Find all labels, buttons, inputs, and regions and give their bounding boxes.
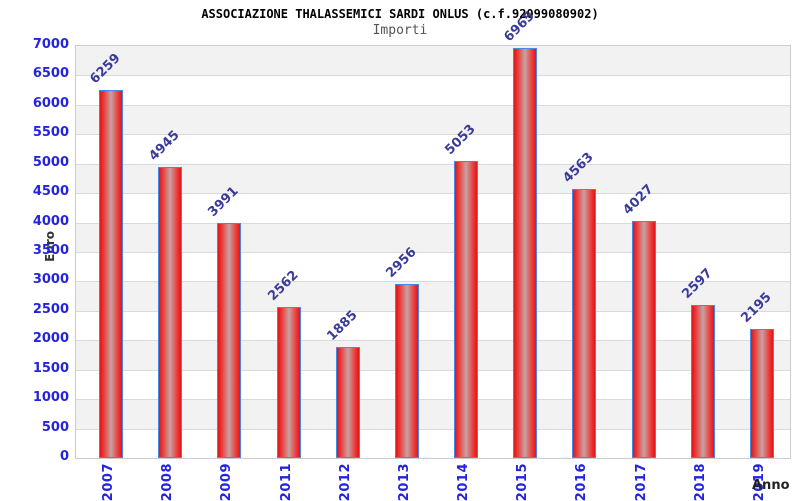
y-tick-label: 4500: [32, 184, 69, 200]
x-tick-label: 2016: [574, 463, 590, 501]
x-tick-label: 2014: [456, 463, 472, 501]
bar: [99, 89, 123, 458]
plot-band: [76, 310, 790, 341]
y-tick-label: 5000: [32, 154, 69, 170]
bar: [394, 284, 419, 458]
gridline: [76, 370, 790, 371]
gridline: [76, 311, 790, 312]
plot-band: [76, 104, 790, 135]
x-tick-label: 2013: [396, 463, 412, 501]
x-tick-label: 2017: [633, 463, 649, 501]
y-tick-label: 1500: [32, 360, 69, 376]
gridline: [76, 252, 790, 253]
bar: [750, 328, 774, 458]
plot-band: [76, 193, 790, 223]
bar: [631, 220, 656, 458]
x-axis-labels: 2007 2008 2009 2011 2012 2013 2014 2015 2016 2017…: [75, 461, 789, 501]
plot-band: [76, 369, 790, 400]
plot-band: [76, 163, 790, 194]
bar: [690, 305, 715, 458]
x-tick-label: 2009: [219, 463, 235, 501]
x-axis-title: Anno: [752, 478, 790, 493]
bar: [513, 48, 538, 458]
y-tick-label: 2000: [32, 331, 69, 347]
gridline: [76, 340, 790, 341]
y-tick-label: 7000: [32, 37, 69, 52]
gridline: [76, 429, 790, 430]
gridline: [76, 281, 790, 282]
bar: [217, 223, 242, 458]
gridline: [76, 134, 790, 135]
gridline: [76, 399, 790, 400]
plot-band: [76, 134, 790, 164]
gridline: [76, 193, 790, 194]
gridline: [76, 164, 790, 165]
y-tick-label: 6000: [32, 95, 69, 111]
plot-band: [76, 252, 790, 282]
plot-band: [76, 222, 790, 252]
plot-band: [76, 75, 790, 105]
gridline: [76, 105, 790, 106]
x-tick-label: 2018: [692, 463, 708, 501]
gridline: [76, 75, 790, 76]
plot-band: [76, 340, 790, 370]
y-tick-label: 5500: [32, 125, 69, 141]
bar: [572, 189, 597, 458]
y-tick-label: 4000: [32, 213, 69, 229]
x-tick-label: 2011: [278, 463, 294, 501]
bar: [276, 307, 301, 458]
plot-band: [76, 281, 790, 311]
x-tick-label: 2008: [160, 463, 176, 501]
x-tick-label: 2012: [337, 463, 353, 501]
bar: [335, 347, 360, 458]
x-tick-label: 2015: [515, 463, 531, 501]
plot-band: [76, 428, 790, 458]
chart-subtitle: Importi: [372, 23, 428, 38]
y-axis-labels: 0 500 1000 1500 2000 2500 3000 3500 4000 4500 5000…: [0, 37, 69, 464]
bar: [454, 160, 479, 458]
y-tick-label: 6500: [32, 66, 69, 82]
gridline: [76, 223, 790, 224]
plot-area: 6259 4945 3991 2562 1885 2956 5053 6965 4563 4027…: [75, 9, 791, 459]
chart-title: ASSOCIAZIONE THALASSEMICI SARDI ONLUS (c…: [201, 7, 599, 21]
y-tick-label: 3000: [32, 272, 69, 288]
plot-band: [76, 46, 790, 76]
x-tick-label: 2007: [101, 463, 116, 501]
bar: [158, 166, 183, 458]
y-tick-label: 2500: [32, 301, 69, 317]
y-tick-label: 1000: [32, 390, 69, 406]
plot-band: [76, 399, 790, 429]
y-tick-label: 3500: [32, 243, 69, 258]
y-tick-label: 500: [41, 419, 69, 435]
y-tick-label: 0: [59, 449, 69, 464]
